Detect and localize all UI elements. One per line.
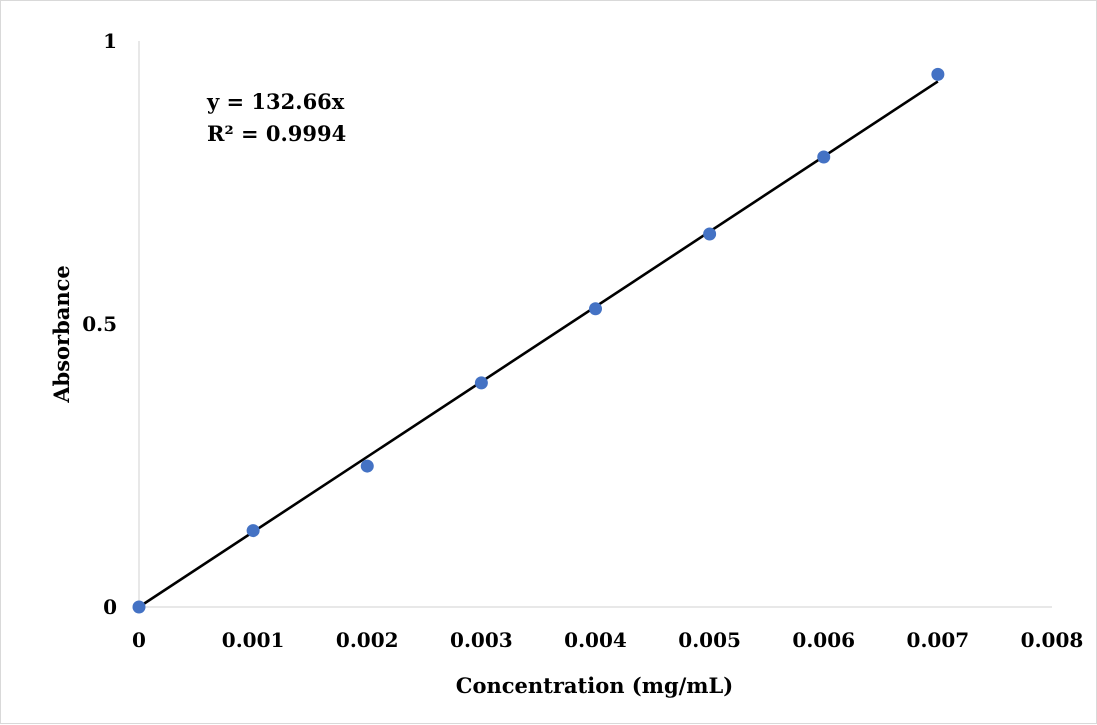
data-point bbox=[132, 600, 146, 614]
data-point bbox=[474, 376, 488, 390]
y-tick-label: 0.5 bbox=[82, 312, 117, 336]
y-tick-label: 0 bbox=[103, 595, 117, 619]
trendline-equation: y = 132.66x bbox=[206, 89, 345, 114]
trendline bbox=[138, 80, 939, 609]
x-tick-label: 0.004 bbox=[564, 628, 627, 652]
x-tick-label: 0.002 bbox=[336, 628, 399, 652]
x-axis-title: Concentration (mg/mL) bbox=[456, 673, 733, 698]
y-axis-title: Absorbance bbox=[49, 265, 74, 404]
data-point bbox=[589, 302, 602, 316]
x-tick-label: 0.006 bbox=[792, 628, 855, 652]
data-point bbox=[817, 150, 831, 164]
x-tick-label: 0.005 bbox=[678, 628, 741, 652]
x-tick-label: 0.003 bbox=[450, 628, 513, 652]
x-tick-labels: 0 0.001 0.002 0.003 0.004 0.005 0.006 0.007 0.00… bbox=[132, 628, 1083, 652]
x-tick-label: 0.008 bbox=[1021, 628, 1084, 652]
r-squared-label: R² = 0.9994 bbox=[207, 121, 346, 146]
x-tick-label: 0.001 bbox=[222, 628, 285, 652]
data-point bbox=[360, 459, 374, 473]
axes bbox=[138, 41, 1052, 608]
x-tick-label: 0 bbox=[132, 628, 146, 652]
y-tick-labels: 00.51 bbox=[82, 29, 117, 619]
data-point bbox=[703, 227, 717, 241]
data-point bbox=[246, 524, 260, 538]
x-tick-label: 0.007 bbox=[907, 628, 970, 652]
data-point bbox=[931, 67, 945, 81]
y-tick-label: 1 bbox=[103, 29, 117, 53]
data-points bbox=[132, 67, 945, 614]
